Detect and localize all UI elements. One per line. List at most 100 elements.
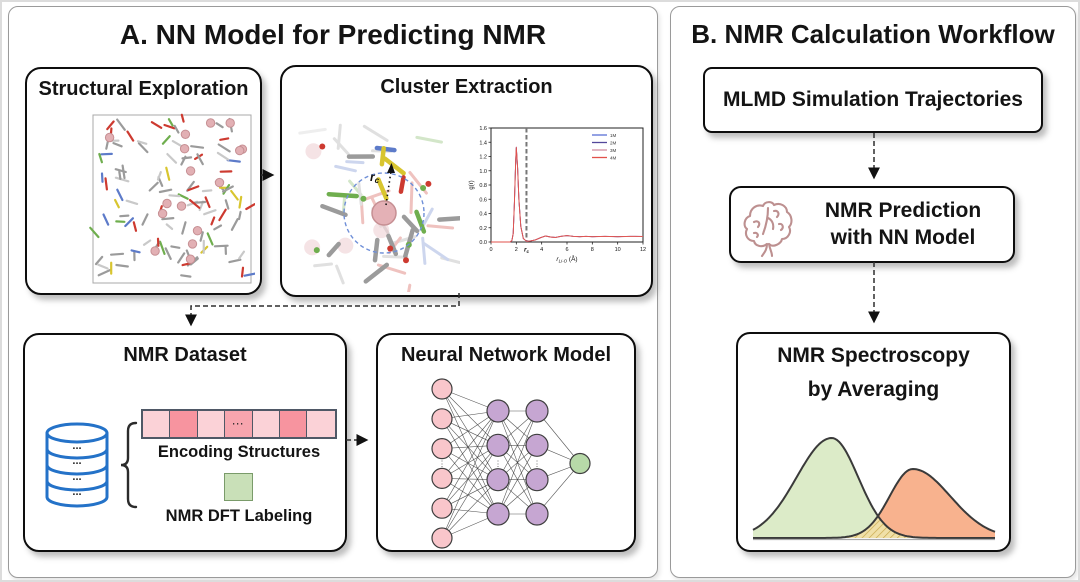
- cluster-illustration: rc: [298, 123, 460, 292]
- nn-node: [431, 527, 453, 549]
- nn-model-title: Neural Network Model: [400, 344, 612, 366]
- mlmd-trajectories-label: MLMD Simulation Trajectories: [723, 88, 1023, 111]
- vector-cell: [252, 411, 280, 437]
- database-icon: ... ... ... ...: [45, 422, 109, 508]
- nn-node: [525, 468, 549, 492]
- nn-node: [486, 502, 510, 526]
- y-tick-label: 0.0: [479, 240, 487, 246]
- stick: [132, 221, 138, 232]
- stick: [193, 200, 207, 204]
- nn-edge: [497, 410, 538, 515]
- stick: [168, 194, 181, 198]
- y-tick-label: 1.0: [479, 169, 487, 175]
- panel-a-title: A. NN Model for Predicting NMR: [119, 19, 547, 50]
- stick: [199, 231, 204, 242]
- stick: [110, 252, 125, 256]
- nn-edge: [441, 410, 499, 509]
- x-tick-label: 2: [515, 247, 518, 253]
- stick: [164, 247, 172, 260]
- stick: [116, 118, 126, 131]
- brain-icon: [743, 201, 793, 258]
- stick: [213, 244, 229, 248]
- li-atom-sphere: [185, 254, 196, 264]
- encoding-structures-label: Encoding Structures: [157, 443, 321, 461]
- li-atom-sphere: [150, 246, 160, 256]
- li-atom-sphere: [214, 177, 225, 188]
- li-atom-sphere: [205, 118, 216, 128]
- rdf-curve-4M: [491, 146, 644, 243]
- li-atom-sphere: [176, 201, 187, 211]
- stick: [313, 262, 333, 268]
- central-li-sphere: [371, 200, 397, 226]
- stick: [334, 164, 357, 173]
- stick: [104, 177, 108, 191]
- stick: [238, 210, 242, 221]
- stick: [345, 160, 365, 165]
- small-atom: [313, 247, 320, 254]
- cluster-extraction-title: Cluster Extraction: [380, 76, 553, 98]
- nn-node: [486, 399, 510, 423]
- nn-node: [525, 433, 549, 457]
- nmr-prediction-line1: NMR Prediction: [824, 199, 982, 222]
- cutoff-tick-label: rc: [524, 247, 530, 255]
- stick: [156, 170, 162, 181]
- stick: [213, 224, 223, 231]
- nn-edge: [497, 410, 538, 480]
- stick: [230, 189, 239, 201]
- stick: [218, 208, 227, 222]
- legend-label: 3M: [610, 148, 617, 153]
- db-row-dots: ...: [72, 440, 81, 452]
- y-tick-label: 0.2: [479, 226, 487, 232]
- li-atom-sphere: [157, 208, 168, 219]
- stick: [166, 152, 178, 164]
- faded-atom: [305, 143, 322, 160]
- stick: [136, 140, 148, 145]
- right-peak-outline: [753, 468, 996, 539]
- faded-atom: [337, 237, 354, 254]
- li-atom-sphere: [235, 145, 245, 156]
- stick: [407, 283, 412, 292]
- stick: [196, 153, 204, 166]
- nn-edge: [441, 388, 499, 515]
- nn-node: [525, 399, 549, 423]
- small-atom: [319, 143, 326, 150]
- nn-edge: [441, 445, 499, 509]
- stick: [326, 241, 341, 258]
- nn-layer-ellipsis: ⋮: [533, 460, 541, 469]
- stick: [141, 213, 149, 226]
- stick: [165, 223, 174, 231]
- stick: [336, 123, 342, 150]
- vector-cell: ···: [225, 411, 253, 437]
- nn-node: [486, 468, 510, 492]
- stick: [102, 213, 110, 226]
- stick: [165, 166, 171, 181]
- stick: [100, 172, 104, 183]
- stick: [240, 266, 245, 278]
- stick: [125, 199, 139, 206]
- li-atom-sphere: [185, 166, 196, 176]
- stick: [415, 135, 443, 144]
- nn-layer-ellipsis: ⋮: [494, 460, 502, 469]
- stick: [440, 256, 460, 264]
- spectroscopy-line1: NMR Spectroscopy: [777, 344, 970, 367]
- vector-cell: [279, 411, 308, 437]
- stick: [161, 216, 175, 221]
- cluster-extraction-box: Cluster Extraction rc 0.0 0.2 0.4 0.6 0.8 1.0…: [280, 65, 653, 297]
- nn-edge: [441, 445, 499, 539]
- stick: [180, 113, 185, 123]
- structural-exploration-title: Structural Exploration: [38, 78, 249, 100]
- stick: [177, 193, 189, 200]
- nn-node: [431, 497, 453, 519]
- db-row-dots: ...: [72, 455, 81, 467]
- y-tick-label: 0.6: [479, 197, 487, 203]
- panel-a: A. NN Model for Predicting NMR Structura…: [8, 6, 658, 578]
- stick: [167, 118, 174, 127]
- stick: [335, 264, 345, 285]
- panel-b-title: B. NMR Calculation Workflow: [691, 19, 1055, 49]
- stick: [115, 263, 129, 268]
- li-atom-sphere: [187, 239, 198, 249]
- stick: [121, 164, 126, 180]
- small-atom: [420, 185, 427, 191]
- nmr-prediction-text: NMR Prediction with NN Model: [797, 188, 1009, 261]
- stick: [245, 203, 255, 211]
